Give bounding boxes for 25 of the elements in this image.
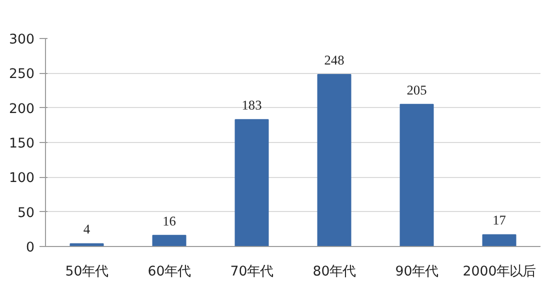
x-tick-label: 60年代 <box>148 264 191 280</box>
data-label: 205 <box>406 82 428 98</box>
y-tick-label: 250 <box>9 67 35 82</box>
x-tick-label: 80年代 <box>312 264 356 280</box>
bar <box>152 234 186 246</box>
y-tick-label: 0 <box>26 240 35 256</box>
x-tick-label: 70年代 <box>230 264 274 280</box>
x-tick-label: 2000年以后 <box>462 264 536 280</box>
bar <box>234 119 269 246</box>
data-label: 183 <box>242 98 262 113</box>
y-tick-label: 100 <box>9 171 35 186</box>
y-tick-label: 200 <box>9 102 35 117</box>
bar <box>482 234 516 246</box>
data-label: 16 <box>162 213 176 228</box>
y-tick-label: 300 <box>9 32 35 48</box>
data-label: 4 <box>83 222 90 237</box>
data-label: 248 <box>324 52 345 68</box>
y-tick-label: 50 <box>18 206 35 221</box>
bar <box>317 74 352 246</box>
y-tick-label: 150 <box>9 136 35 152</box>
x-tick-label: 50年代 <box>65 264 108 280</box>
data-label: 17 <box>492 212 506 228</box>
bar <box>70 243 104 246</box>
x-tick-label: 90年代 <box>395 264 438 280</box>
bar <box>400 104 434 246</box>
